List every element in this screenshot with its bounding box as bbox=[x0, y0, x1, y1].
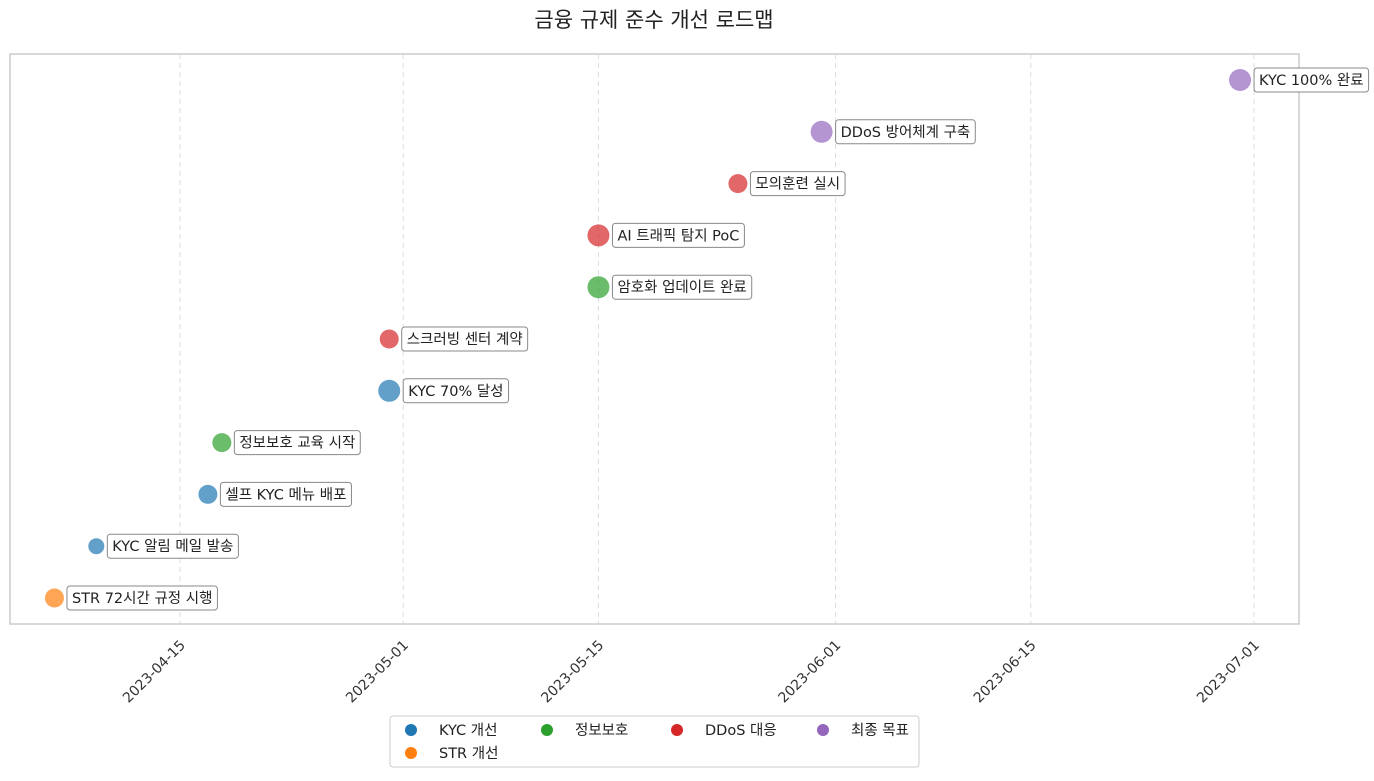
milestone-label: 모의훈련 실시 bbox=[755, 176, 840, 193]
milestone-label: STR 72시간 규정 시행 bbox=[72, 590, 212, 607]
legend-marker bbox=[817, 724, 829, 736]
milestone-label-box bbox=[401, 326, 529, 352]
milestone-label-box bbox=[219, 481, 352, 507]
milestone-point bbox=[198, 484, 218, 504]
milestone-point bbox=[728, 174, 748, 194]
milestone-label: KYC 100% 완료 bbox=[1259, 72, 1364, 89]
milestones-layer: STR 72시간 규정 시행 KYC 알림 메일 발송 셀프 KYC 메뉴 배포 정보… bbox=[44, 67, 1370, 611]
legend-label: 정보보호 bbox=[575, 722, 628, 739]
milestone-label: DDoS 방어체계 구축 bbox=[841, 124, 971, 141]
milestone-point bbox=[378, 379, 401, 402]
milestone-point bbox=[587, 224, 610, 247]
x-tick-label: 2023-07-01 bbox=[1194, 638, 1263, 707]
milestone-point bbox=[1229, 69, 1252, 91]
milestone-label-box bbox=[1253, 67, 1370, 93]
legend-marker bbox=[671, 724, 683, 736]
milestone-label: KYC 70% 달성 bbox=[408, 383, 503, 400]
plot-frame bbox=[9, 53, 1300, 625]
milestone-point bbox=[212, 433, 232, 453]
milestone-label-box bbox=[106, 533, 239, 559]
milestone-label: 셀프 KYC 메뉴 배포 bbox=[225, 486, 346, 503]
milestone-label: AI 트래픽 탐지 PoC bbox=[617, 227, 739, 244]
milestone-label-box bbox=[402, 378, 510, 404]
legend-label: STR 개선 bbox=[439, 745, 498, 762]
milestone-point bbox=[44, 588, 64, 608]
milestone-point bbox=[379, 329, 399, 349]
milestone-label-box bbox=[233, 430, 361, 456]
x-tick-label: 2023-06-15 bbox=[971, 638, 1040, 707]
milestone-point bbox=[810, 120, 833, 143]
milestone-label-box bbox=[611, 222, 745, 248]
legend-label: DDoS 대응 bbox=[705, 722, 777, 739]
milestone-label-box bbox=[66, 585, 218, 611]
legend-marker bbox=[405, 747, 417, 759]
x-tick-label: 2023-06-01 bbox=[776, 638, 845, 707]
legend-label: KYC 개선 bbox=[439, 722, 497, 739]
legend-label: 최종 목표 bbox=[851, 722, 909, 739]
milestone-point bbox=[587, 276, 610, 299]
grid-layer bbox=[179, 54, 1255, 624]
legend-frame bbox=[389, 715, 920, 768]
x-tick-label: 2023-05-01 bbox=[343, 638, 412, 707]
milestone-label: 스크러빙 센터 계약 bbox=[407, 331, 523, 348]
legend-marker bbox=[541, 724, 553, 736]
milestone-point bbox=[88, 538, 105, 555]
x-tick-label: 2023-04-15 bbox=[120, 638, 189, 707]
x-tick-label: 2023-05-15 bbox=[538, 638, 607, 707]
milestone-label: 정보보호 교육 시작 bbox=[239, 435, 355, 452]
milestone-label: KYC 알림 메일 발송 bbox=[112, 538, 233, 555]
chart-title: 금융 규제 준수 개선 로드맵 bbox=[534, 8, 773, 32]
milestone-label-box bbox=[611, 274, 753, 300]
x-axis-ticks: 2023-04-15 2023-05-01 2023-05-15 2023-06-01… bbox=[120, 638, 1263, 707]
legend-marker bbox=[405, 724, 417, 736]
milestone-label-box bbox=[835, 119, 976, 145]
milestone-label: 암호화 업데이트 완료 bbox=[617, 279, 746, 296]
legend: KYC 개선 정보보호 DDoS 대응 최종 목표 STR 개선 bbox=[389, 715, 920, 768]
milestone-label-box bbox=[749, 171, 846, 197]
